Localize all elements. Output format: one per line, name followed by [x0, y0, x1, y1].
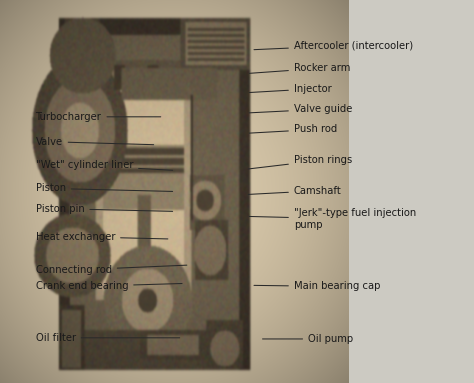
Text: Valve: Valve: [36, 137, 154, 147]
Text: Crank end bearing: Crank end bearing: [36, 282, 182, 291]
Text: Turbocharger: Turbocharger: [36, 112, 161, 122]
Text: Piston pin: Piston pin: [36, 204, 173, 214]
Text: "Wet" cylinder liner: "Wet" cylinder liner: [36, 160, 173, 170]
Text: Main bearing cap: Main bearing cap: [254, 282, 380, 291]
Text: Push rod: Push rod: [249, 124, 337, 134]
Text: Piston: Piston: [36, 183, 173, 193]
Text: Aftercooler (intercooler): Aftercooler (intercooler): [254, 40, 413, 50]
Text: Rocker arm: Rocker arm: [249, 63, 350, 73]
Text: Camshaft: Camshaft: [248, 186, 342, 196]
Text: Injector: Injector: [249, 84, 332, 94]
Text: Heat exchanger: Heat exchanger: [36, 232, 168, 242]
Text: Piston rings: Piston rings: [248, 155, 352, 169]
Text: Oil pump: Oil pump: [263, 334, 353, 344]
Text: "Jerk"-type fuel injection
pump: "Jerk"-type fuel injection pump: [249, 208, 416, 230]
Text: Valve guide: Valve guide: [249, 104, 352, 114]
Text: Connecting rod: Connecting rod: [36, 265, 187, 275]
Text: Oil filter: Oil filter: [36, 333, 180, 343]
